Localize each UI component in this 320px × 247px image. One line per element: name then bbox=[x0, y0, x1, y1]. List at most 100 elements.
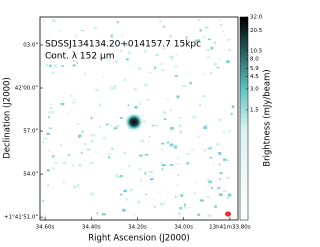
speck bbox=[196, 39, 201, 42]
speck bbox=[183, 203, 186, 207]
speck bbox=[53, 64, 58, 68]
speck bbox=[161, 164, 166, 167]
speck bbox=[213, 62, 218, 66]
speck bbox=[48, 127, 53, 129]
speck bbox=[202, 95, 206, 97]
speck bbox=[179, 207, 182, 210]
speck bbox=[47, 111, 51, 113]
speck bbox=[99, 103, 102, 107]
source-contour bbox=[129, 118, 139, 126]
speck bbox=[143, 49, 147, 53]
speck bbox=[113, 85, 117, 87]
speck bbox=[183, 207, 188, 209]
speck bbox=[218, 19, 221, 22]
speck bbox=[151, 125, 155, 127]
speck bbox=[197, 19, 201, 21]
y-tick-label: +1°41'51.0" bbox=[4, 215, 38, 221]
speck bbox=[203, 126, 208, 130]
speck bbox=[104, 58, 106, 61]
speck bbox=[97, 214, 99, 217]
noise-specks bbox=[42, 19, 235, 218]
speck bbox=[209, 157, 213, 159]
speck bbox=[212, 162, 214, 165]
speck bbox=[140, 179, 142, 183]
speck bbox=[176, 163, 180, 165]
speck bbox=[222, 131, 226, 133]
speck bbox=[72, 164, 75, 167]
speck bbox=[45, 63, 49, 67]
speck bbox=[155, 53, 159, 57]
speck bbox=[183, 84, 187, 87]
speck bbox=[127, 165, 131, 168]
speck bbox=[148, 71, 151, 74]
speck bbox=[186, 153, 190, 155]
speck bbox=[179, 117, 181, 119]
colorbar-tick-label: 10.5 bbox=[250, 48, 263, 54]
speck bbox=[160, 202, 164, 206]
speck bbox=[226, 159, 230, 162]
speck bbox=[46, 169, 50, 172]
speck bbox=[63, 180, 65, 184]
speck bbox=[77, 123, 79, 125]
speck bbox=[205, 124, 207, 127]
title: SDSSJ134134.20+014157.7 15kpc bbox=[45, 40, 201, 50]
speck bbox=[207, 38, 211, 41]
speck bbox=[182, 191, 184, 194]
speck bbox=[216, 67, 220, 69]
speck bbox=[194, 191, 196, 195]
speck bbox=[174, 75, 178, 77]
speck bbox=[230, 112, 233, 115]
speck bbox=[149, 178, 154, 181]
speck bbox=[219, 119, 222, 121]
speck bbox=[60, 102, 65, 106]
speck bbox=[89, 162, 94, 165]
speck bbox=[162, 111, 167, 114]
y-label: Declination (J2000) bbox=[3, 77, 13, 159]
speck bbox=[133, 88, 137, 91]
speck bbox=[103, 43, 106, 46]
speck bbox=[116, 125, 120, 128]
speck bbox=[94, 152, 98, 154]
speck bbox=[137, 67, 142, 70]
speck bbox=[47, 35, 50, 37]
y-tick-label: 42'00.0" bbox=[15, 86, 38, 92]
speck bbox=[226, 196, 230, 199]
speck bbox=[166, 141, 170, 144]
speck bbox=[161, 69, 165, 71]
colorbar-label: Brightness (mJy/beam) bbox=[263, 69, 273, 166]
speck bbox=[175, 184, 179, 186]
speck bbox=[102, 137, 106, 140]
speck bbox=[192, 115, 197, 119]
speck bbox=[209, 72, 213, 75]
speck bbox=[218, 58, 222, 60]
speck bbox=[189, 81, 192, 85]
speck bbox=[54, 162, 58, 164]
speck bbox=[223, 158, 227, 161]
speck bbox=[66, 49, 68, 52]
speck bbox=[52, 19, 56, 23]
speck bbox=[127, 104, 129, 107]
speck bbox=[113, 46, 118, 49]
speck bbox=[125, 44, 130, 46]
speck bbox=[227, 130, 232, 132]
speck bbox=[134, 214, 136, 217]
speck bbox=[190, 149, 195, 151]
speck bbox=[177, 174, 179, 177]
speck bbox=[227, 193, 232, 197]
speck bbox=[49, 103, 53, 105]
speck bbox=[208, 180, 212, 184]
speck bbox=[140, 115, 143, 117]
speck bbox=[163, 47, 166, 50]
speck bbox=[139, 168, 142, 171]
speck bbox=[90, 134, 93, 137]
speck bbox=[176, 53, 178, 56]
speck bbox=[47, 116, 51, 119]
source bbox=[125, 113, 143, 131]
speck bbox=[139, 102, 142, 105]
colorbar-tick-label: 4.5 bbox=[250, 74, 259, 80]
speck bbox=[180, 194, 184, 197]
speck bbox=[73, 98, 76, 101]
speck bbox=[79, 134, 82, 138]
speck bbox=[82, 130, 84, 133]
speck bbox=[90, 139, 94, 143]
